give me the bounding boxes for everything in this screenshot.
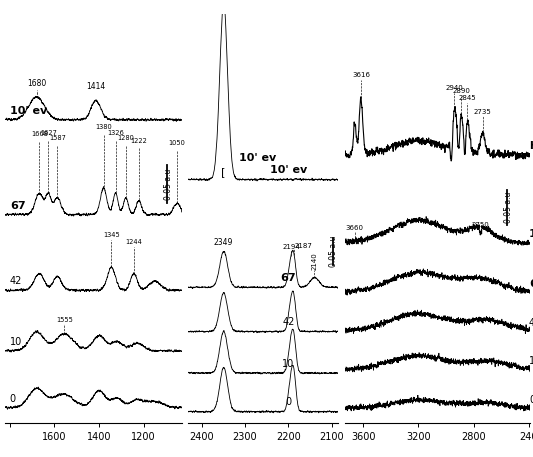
Text: h.67: h.67: [529, 141, 533, 151]
Text: 10: 10: [529, 356, 533, 367]
Text: 67: 67: [10, 201, 26, 211]
Text: 10' ev: 10' ev: [529, 229, 533, 239]
Text: 2349: 2349: [214, 238, 233, 247]
Text: 1627: 1627: [40, 130, 57, 136]
Text: 10' ev: 10' ev: [239, 153, 277, 163]
Text: 1555: 1555: [56, 317, 73, 323]
Text: 0: 0: [529, 395, 533, 405]
Text: 3660: 3660: [346, 225, 364, 231]
Text: 1280: 1280: [117, 135, 134, 141]
Text: 0: 0: [10, 394, 16, 404]
Text: 1345: 1345: [103, 232, 120, 238]
Text: 10' ev: 10' ev: [10, 106, 47, 116]
Text: 2845: 2845: [459, 95, 477, 101]
Text: 10: 10: [10, 337, 22, 347]
Text: 42: 42: [529, 318, 533, 328]
Text: 2890: 2890: [453, 88, 470, 94]
Text: 1050: 1050: [169, 140, 185, 146]
Text: 67: 67: [280, 273, 296, 283]
Text: 2140: 2140: [311, 253, 318, 270]
Text: 1414: 1414: [86, 82, 106, 91]
Text: 42: 42: [10, 276, 22, 287]
Text: 0.05 a.u: 0.05 a.u: [329, 236, 338, 267]
Text: 67: 67: [529, 279, 533, 289]
Text: 2750: 2750: [472, 223, 489, 228]
Text: 1244: 1244: [125, 239, 142, 245]
Text: 1587: 1587: [49, 135, 66, 141]
Text: 2735: 2735: [474, 109, 491, 115]
Text: 1680: 1680: [27, 79, 46, 88]
Text: 10: 10: [282, 359, 295, 368]
Text: 2194: 2194: [282, 244, 300, 250]
Text: 10' ev: 10' ev: [270, 165, 307, 175]
Text: 1380: 1380: [95, 124, 112, 130]
Text: 0: 0: [285, 397, 292, 407]
Text: 1668: 1668: [31, 131, 47, 137]
Text: 1222: 1222: [131, 138, 147, 143]
Text: 0.05 a.u: 0.05 a.u: [164, 169, 173, 200]
Text: 1326: 1326: [107, 130, 124, 136]
Text: 3616: 3616: [352, 72, 370, 78]
Text: 2187: 2187: [294, 243, 312, 249]
Text: 2940: 2940: [446, 85, 463, 91]
Text: 0.05 a.u: 0.05 a.u: [504, 192, 513, 223]
Text: [: [: [221, 167, 226, 177]
Text: 42: 42: [282, 317, 295, 327]
